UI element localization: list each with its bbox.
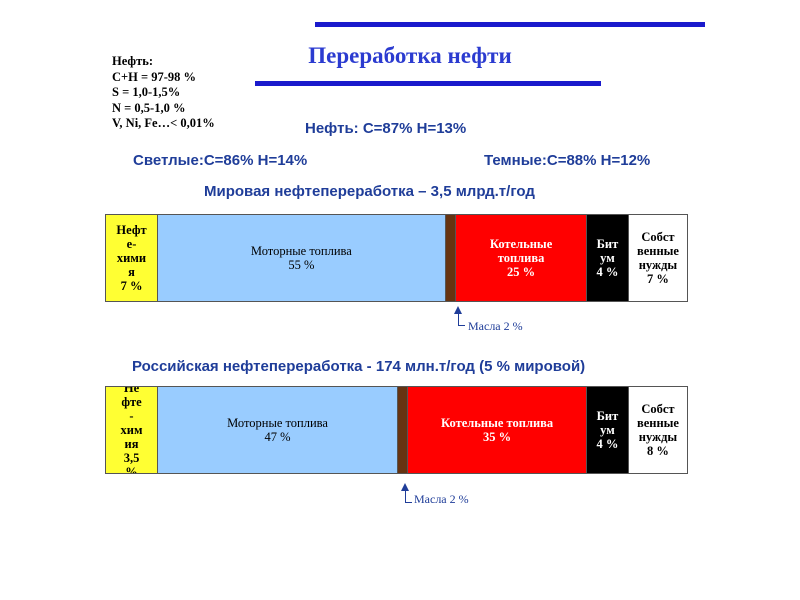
world-segment-label: Бит ум 4 % (596, 237, 619, 279)
title-rule-top (315, 22, 705, 27)
world-oils-callout: Масла 2 % (468, 319, 523, 333)
world-segment-bitum: Бит ум 4 % (586, 215, 629, 301)
page-title: Переработка нефти (308, 43, 512, 68)
russia-segment-bitum: Бит ум 4 % (586, 387, 629, 473)
russia-segment-oil (398, 387, 409, 473)
world-segment-oil (445, 215, 457, 301)
composition-line: S = 1,0-1,5% (112, 85, 181, 99)
russia-segment-label: Не фте - хим ия 3,5 % (120, 387, 143, 473)
russia-segment-label: Собст венные нужды 8 % (636, 402, 679, 458)
oil-ratio: Нефть: С=87% Н=13% (305, 120, 467, 137)
world-segment-label: Моторные топлива 55 % (250, 244, 352, 272)
composition-line: V, Ni, Fe…< 0,01% (112, 116, 215, 130)
composition-line: N = 0,5-1,0 % (112, 100, 186, 115)
world-oils-arrow (454, 306, 462, 314)
world-segment-motor: Моторные топлива 55 % (158, 215, 446, 301)
composition-line: C+H = 97-98 % (112, 69, 197, 84)
russia-segment-boiler: Котельные топлива 35 % (408, 387, 587, 473)
dark-fraction-ratio: Темные:С=88% Н=12% (484, 152, 651, 169)
oil-composition: Нефть: C+H = 97-98 % S = 1,0-1,5% N = 0,… (112, 54, 215, 132)
russia-segment-own: Собст венные нужды 8 % (628, 387, 687, 473)
world-segment-label: Нефт е- хими я 7 % (116, 223, 147, 293)
world-segment-label: Собст венные нужды 7 % (636, 230, 679, 286)
russia-segment-label: Котельные топлива 35 % (441, 416, 554, 444)
russia-oils-arrow (401, 483, 409, 491)
title-rule-bottom (255, 81, 601, 86)
world-oils-callout-line (458, 311, 465, 326)
composition-heading: Нефть: (112, 54, 153, 68)
light-fraction-ratio: Светлые:С=86% Н=14% (133, 152, 308, 169)
world-segment-boiler: Котельные топлива 25 % (456, 215, 587, 301)
russia-segment-label: Моторные топлива 47 % (227, 416, 328, 444)
world-processing-bar: Нефт е- хими я 7 % Моторные топлива 55 % К… (105, 214, 688, 302)
russia-segment-motor: Моторные топлива 47 % (158, 387, 399, 473)
world-heading: Мировая нефтепереработка – 3,5 млрд.т/го… (204, 183, 535, 200)
world-segment-label: Котельные топлива 25 % (489, 237, 553, 279)
russia-heading: Российская нефтепереработка - 174 млн.т/… (132, 358, 586, 375)
world-segment-petro: Нефт е- хими я 7 % (106, 215, 158, 301)
russia-segment-label: Бит ум 4 % (596, 409, 619, 451)
russia-oils-callout-line (405, 488, 412, 503)
world-segment-own: Собст венные нужды 7 % (628, 215, 687, 301)
russia-segment-petro: Не фте - хим ия 3,5 % (106, 387, 158, 473)
russia-processing-bar: Не фте - хим ия 3,5 % Моторные топлива 47… (105, 386, 688, 474)
russia-oils-callout: Масла 2 % (414, 492, 469, 506)
